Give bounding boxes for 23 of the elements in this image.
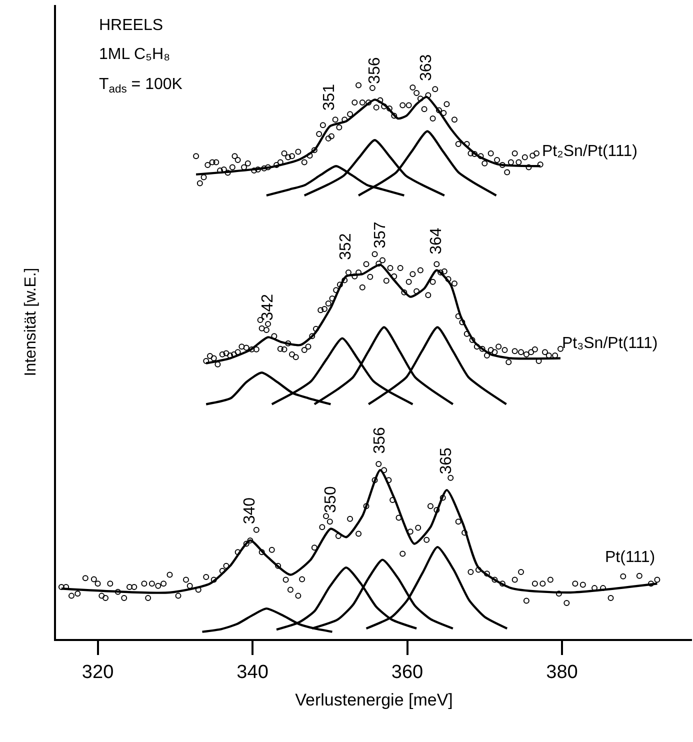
text: 1ML C₅H₈ — [99, 46, 170, 63]
annotation: 351 — [321, 84, 338, 111]
annotation: 342 — [259, 294, 276, 321]
x-tick-label: 340 — [236, 662, 268, 683]
series-label: Pt(111) — [605, 549, 656, 566]
annotation: 356 — [372, 427, 389, 454]
x-tick-label: 380 — [546, 662, 578, 683]
annotation: 352 — [337, 233, 354, 260]
annotation: 350 — [322, 486, 340, 513]
annotation: 356 — [366, 57, 384, 84]
series-label: Pt₂Sn/Pt(111) — [542, 143, 638, 160]
x-tick-label: 360 — [391, 662, 424, 683]
series-label: Pt₃Sn/Pt(111) — [562, 335, 658, 352]
x-tick-label: 320 — [82, 662, 114, 683]
annotation: T$_{ads}$ = 100K — [99, 76, 183, 96]
annotation: 340 — [241, 497, 258, 524]
x-axis-title: Verlustenergie [meV] — [295, 690, 453, 710]
annotation: 365 — [438, 447, 456, 474]
annotation: 363 — [418, 54, 436, 82]
y-axis-title: Intensität [w.E.] — [22, 268, 40, 376]
annotation: 357 — [372, 222, 389, 248]
annotation: 364 — [428, 228, 445, 254]
text: HREELS — [99, 17, 164, 34]
